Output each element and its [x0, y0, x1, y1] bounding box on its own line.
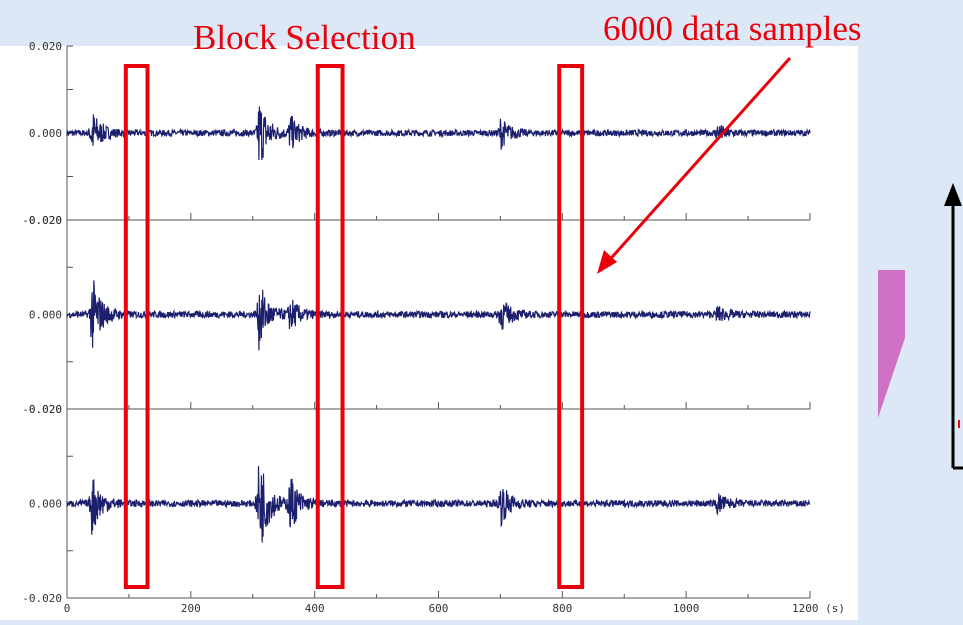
y-tick-label: 0.000: [29, 498, 62, 511]
y-tick-label: -0.020: [22, 214, 62, 227]
y-tick-label: 0.020: [29, 403, 62, 416]
x-tick-label: 1200 (s): [792, 602, 845, 615]
x-tick-label: 600: [429, 602, 449, 615]
output-frame-fragment: [944, 183, 963, 470]
block-selection-rect: [557, 64, 585, 589]
waveform-channels: 0.0200.000-0.0200.0200.000-0.0200.0200.0…: [22, 40, 811, 605]
block-selection-rect: [315, 64, 345, 589]
waveform-line: [66, 466, 811, 543]
y-tick-label: 0.020: [29, 40, 62, 53]
channel-panel: 0.020 0.000 -0.020: [22, 403, 811, 605]
block-selection-label: Block Selection: [193, 18, 416, 57]
x-tick-label: 200: [181, 602, 201, 615]
data-samples-label: 6000 data samples: [603, 9, 862, 48]
block-selection-rect: [123, 64, 150, 589]
waveform-line: [66, 106, 811, 161]
y-tick-label: 0.000: [29, 127, 62, 140]
y-tick-label: -0.020: [22, 592, 62, 605]
x-tick-label: 800: [552, 602, 572, 615]
channel-panel: 0.020 0.000 -0.020: [22, 214, 811, 416]
time-axis: 0 200 400 600 800 1000 1200 (s): [64, 602, 845, 615]
x-tick-label: 0: [64, 602, 71, 615]
y-tick-label: -0.020: [22, 403, 62, 416]
selected-blocks: [123, 64, 585, 589]
samples-pointer-arrow: [597, 57, 792, 274]
y-tick-label: 0.000: [29, 309, 62, 322]
y-tick-label: 0.020: [29, 214, 62, 227]
transition-arrow: [878, 270, 905, 418]
x-tick-label: 400: [305, 602, 325, 615]
waveform-line: [66, 280, 811, 351]
x-tick-label: 1000: [673, 602, 700, 615]
